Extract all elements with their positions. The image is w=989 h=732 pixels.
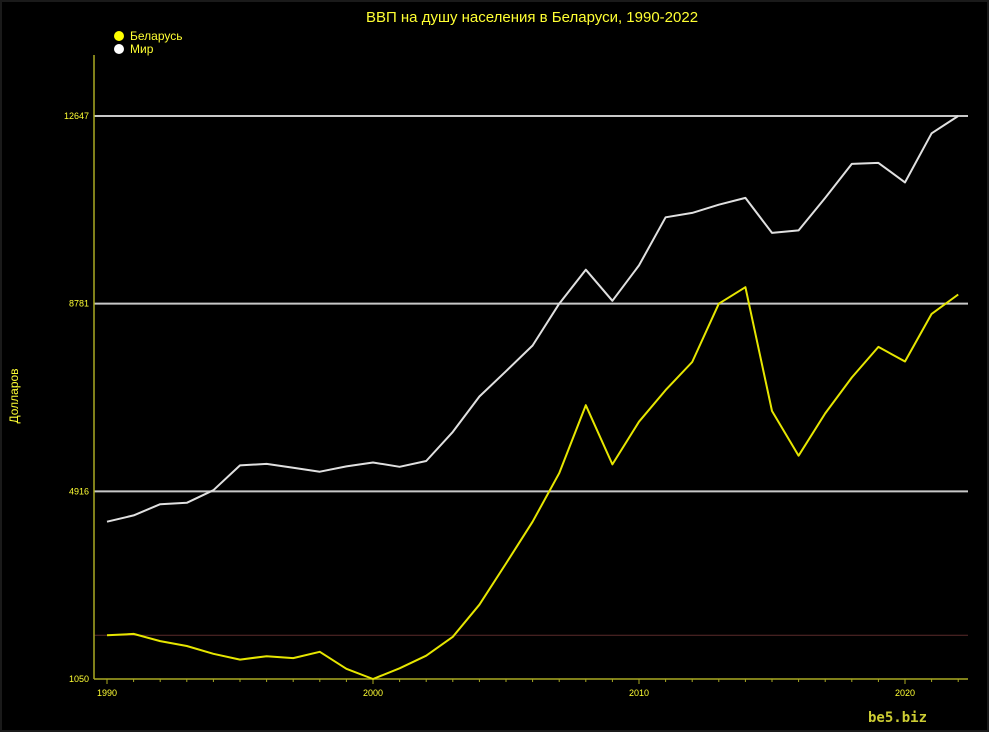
y-tick-label-8781: 8781 xyxy=(69,299,89,309)
watermark: be5.biz xyxy=(868,710,927,726)
legend-marker-belarus xyxy=(114,31,124,41)
x-tick-label-2020: 2020 xyxy=(895,688,915,698)
y-tick-label-12647: 12647 xyxy=(64,111,89,121)
y-tick-label-1050: 1050 xyxy=(69,674,89,684)
series-line-belarus xyxy=(106,286,959,680)
y-axis-label: Долларов xyxy=(7,368,21,423)
y-tick-label-4916: 4916 xyxy=(69,486,89,496)
grid-layer xyxy=(94,115,968,636)
legend-label-belarus: Беларусь xyxy=(130,29,182,43)
legend: Беларусь Мир xyxy=(114,29,182,56)
x-tick-label-2010: 2010 xyxy=(629,688,649,698)
series-line-world xyxy=(106,115,959,523)
axes-layer: 1050 4916 8781 12647 1990 2000 2010 2020 xyxy=(64,55,968,698)
chart-title: ВВП на душу населения в Беларуси, 1990-2… xyxy=(366,9,698,26)
legend-marker-world xyxy=(114,44,124,54)
legend-label-world: Мир xyxy=(130,42,154,56)
series-layer xyxy=(106,115,959,680)
x-tick-label-1990: 1990 xyxy=(97,688,117,698)
x-tick-label-2000: 2000 xyxy=(363,688,383,698)
